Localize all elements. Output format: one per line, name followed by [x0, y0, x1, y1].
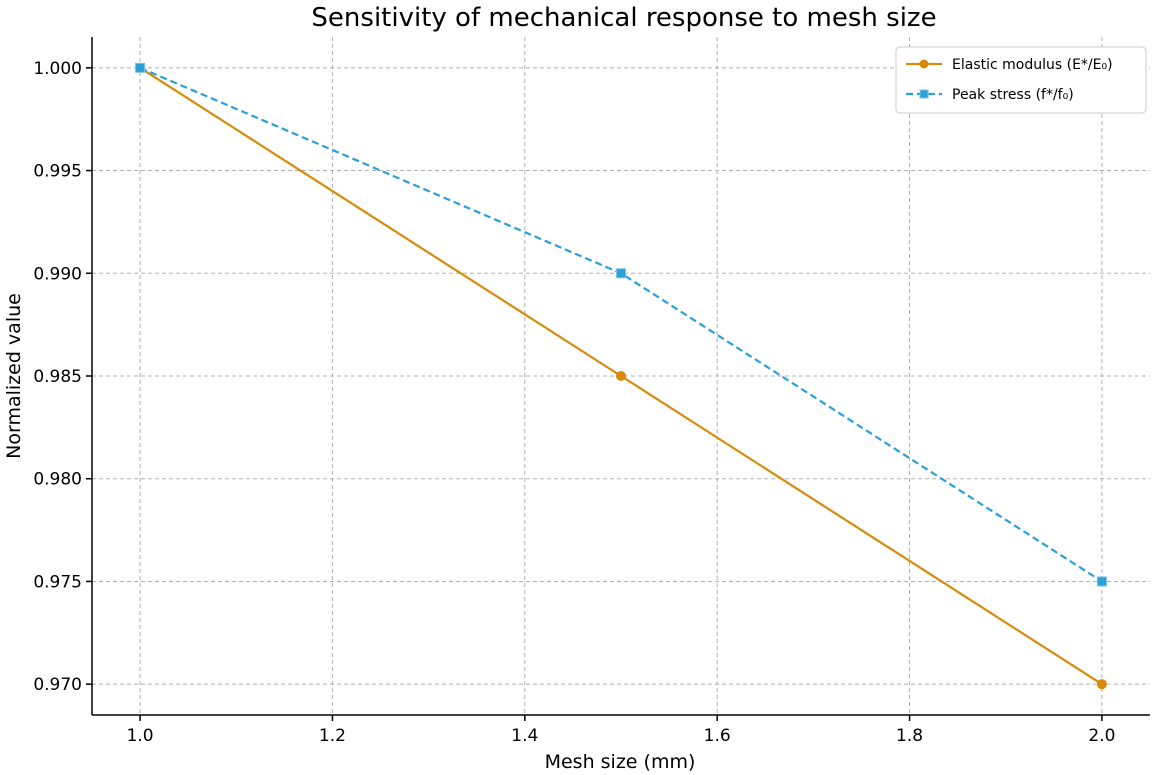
y-tick-label: 1.000 — [33, 59, 82, 79]
x-tick-label: 1.8 — [896, 726, 923, 746]
data-point — [1096, 576, 1107, 587]
data-point — [1096, 679, 1107, 690]
y-tick-label: 0.980 — [33, 470, 82, 490]
y-axis-label: Normalized value — [3, 293, 25, 459]
legend-item: Elastic modulus (E*/E₀) — [906, 57, 1113, 73]
x-tick-label: 1.2 — [319, 726, 346, 746]
series-peak-stress — [135, 62, 1107, 587]
y-tick-label: 0.985 — [33, 367, 82, 387]
legend-marker — [919, 59, 929, 69]
series-layer — [135, 62, 1107, 690]
legend: Elastic modulus (E*/E₀) Peak stress (f*/f… — [895, 46, 1147, 114]
legend-label: Peak stress (f*/f₀) — [952, 87, 1074, 103]
legend-marker — [919, 89, 929, 99]
data-point — [616, 371, 626, 381]
series-line — [139, 66, 1103, 583]
y-tick-label: 0.970 — [33, 675, 82, 695]
x-axis-label: Mesh size (mm) — [545, 751, 696, 773]
y-tick-label: 0.975 — [33, 572, 82, 592]
y-tick-label: 0.995 — [33, 162, 82, 182]
chart-title: Sensitivity of mechanical response to me… — [311, 3, 936, 33]
legend-box — [895, 46, 1147, 114]
data-point — [135, 62, 146, 73]
legend-label: Elastic modulus (E*/E₀) — [952, 57, 1113, 73]
x-tick-label: 1.6 — [704, 726, 731, 746]
x-tick-label: 1.0 — [127, 726, 154, 746]
x-tick-label: 1.4 — [511, 726, 538, 746]
legend-item: Peak stress (f*/f₀) — [906, 87, 1074, 103]
y-tick-label: 0.990 — [33, 264, 82, 284]
ticks-layer: 1.0 1.2 1.4 1.6 1.8 2.0 0.970 0.975 0.980 0.985 0.… — [33, 59, 1115, 746]
x-tick-label: 2.0 — [1088, 726, 1115, 746]
data-point — [616, 268, 626, 279]
